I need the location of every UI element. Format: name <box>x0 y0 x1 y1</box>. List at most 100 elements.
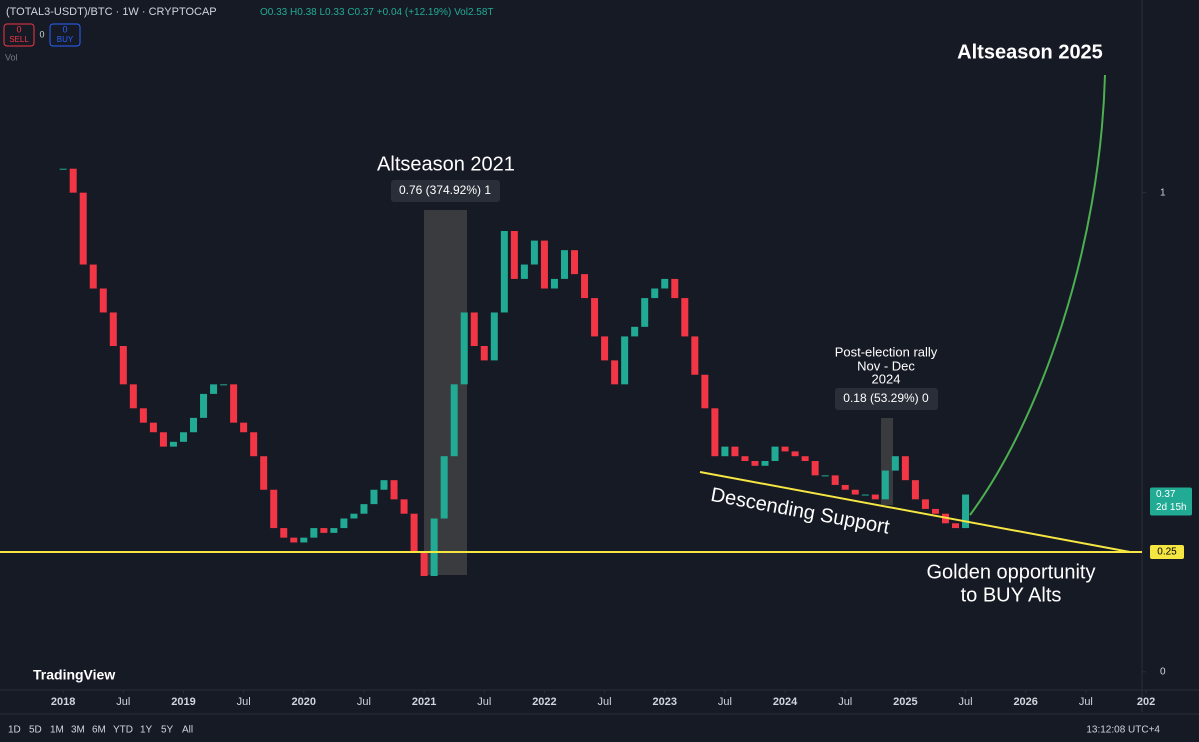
candle <box>921 499 929 509</box>
range-button[interactable]: 1D <box>8 725 21 736</box>
candle <box>651 288 659 299</box>
candle <box>560 250 568 279</box>
candle <box>851 489 859 495</box>
level-tag-label: 0.25 <box>1157 547 1177 558</box>
candle <box>891 456 899 471</box>
annotation: 2024 <box>872 371 901 386</box>
candle <box>540 240 548 289</box>
candle <box>270 489 278 529</box>
candle <box>430 518 438 576</box>
volume: Vol2.58T <box>454 7 493 18</box>
annotation: Golden opportunity <box>926 561 1095 583</box>
candle <box>751 461 759 466</box>
candle <box>871 494 879 500</box>
candle <box>962 494 970 529</box>
candle <box>601 336 609 361</box>
candle <box>129 384 137 409</box>
range-button[interactable]: YTD <box>113 725 133 736</box>
candle <box>139 408 147 423</box>
candle <box>370 489 378 505</box>
x-tick-label: Jul <box>959 696 973 708</box>
x-tick-label: Jul <box>116 696 130 708</box>
candle <box>841 484 849 490</box>
range-button[interactable]: 1Y <box>140 725 153 736</box>
ohlc-open: O0.33 <box>260 7 288 18</box>
candle <box>520 264 528 279</box>
buy-button[interactable] <box>49 23 81 47</box>
range-button[interactable]: 3M <box>71 725 85 736</box>
x-tick-label: 2025 <box>893 696 917 708</box>
countdown: 2d 15h <box>1156 502 1187 513</box>
candle <box>581 274 589 299</box>
candle <box>791 451 799 457</box>
x-tick-label: Jul <box>838 696 852 708</box>
buy-count: 0 <box>62 24 67 34</box>
x-tick-label: Jul <box>477 696 491 708</box>
candle <box>490 312 498 361</box>
range-button[interactable]: 1M <box>50 725 64 736</box>
candle <box>571 250 579 275</box>
highlight-2021 <box>424 210 467 575</box>
annotation: Altseason 2025 <box>957 41 1103 63</box>
candle <box>510 231 518 279</box>
candle <box>831 475 839 485</box>
ohlc-low: L0.33 <box>320 7 345 18</box>
candle <box>159 432 167 447</box>
x-tick-label: 202 <box>1137 696 1155 708</box>
annotation: Post-election rally <box>835 344 938 359</box>
candle <box>611 360 619 385</box>
x-tick-label: 2024 <box>773 696 798 708</box>
candle <box>691 336 699 375</box>
measure-label: 0.76 (374.92%) 1 <box>399 183 491 197</box>
range-button[interactable]: 5D <box>29 725 42 736</box>
x-tick-label: 2022 <box>532 696 556 708</box>
candle <box>230 384 238 423</box>
x-tick-label: Jul <box>1079 696 1093 708</box>
x-tick-label: 2026 <box>1013 696 1037 708</box>
toolbar: 1D 5D 1M 3M 6M YTD 1Y 5Y All <box>8 725 193 736</box>
candles <box>59 168 970 576</box>
candle <box>450 384 458 457</box>
clock: 13:12:08 UTC+4 <box>1086 725 1160 736</box>
candle <box>250 432 258 457</box>
candle <box>290 537 298 543</box>
descending-support-line <box>699 471 1131 553</box>
candle <box>530 240 538 265</box>
candle <box>901 456 909 481</box>
candle <box>280 528 288 538</box>
candle <box>781 446 789 452</box>
ohlc-close: C0.37 <box>347 7 374 18</box>
candle <box>79 192 87 265</box>
candle <box>440 456 448 519</box>
candle <box>681 298 689 337</box>
axes: 0 1 2018 Jul 2019 Jul 2020 Jul 2021 Jul 2022 Jul 202… <box>51 187 1166 708</box>
candle <box>169 441 177 447</box>
spread: 0 <box>39 29 44 39</box>
x-tick-label: 2020 <box>292 696 316 708</box>
candle <box>641 298 649 327</box>
projection-curve <box>969 74 1106 516</box>
range-button[interactable]: 6M <box>92 725 106 736</box>
sell-button[interactable] <box>3 23 35 47</box>
candle <box>931 508 939 514</box>
candle <box>821 475 829 477</box>
candle <box>410 513 418 553</box>
candle <box>149 422 157 433</box>
candle <box>881 470 889 500</box>
range-button[interactable]: 5Y <box>161 725 174 736</box>
candle <box>861 494 869 496</box>
candle <box>701 374 709 409</box>
level-group: 0.25 0.37 2d 15h <box>0 487 1192 560</box>
range-button[interactable]: All <box>182 725 193 736</box>
candle <box>952 523 960 529</box>
y-tick-label: 1 <box>1160 187 1166 198</box>
candle <box>911 480 919 500</box>
candle <box>470 312 478 346</box>
buy-label: BUY <box>57 35 74 44</box>
candle <box>109 312 117 346</box>
annotation: to BUY Alts <box>961 584 1062 606</box>
candle <box>761 461 769 466</box>
candle <box>661 278 669 289</box>
candle <box>89 264 97 289</box>
candle <box>741 456 749 461</box>
